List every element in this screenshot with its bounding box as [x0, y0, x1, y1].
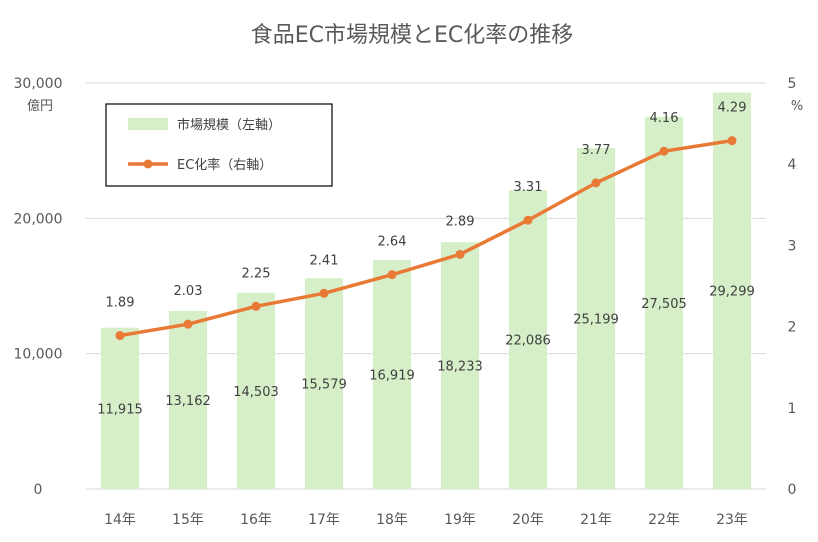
- chart-title: 食品EC市場規模とEC化率の推移: [251, 23, 574, 48]
- x-tick-label: 16年: [240, 512, 272, 528]
- right-tick-label: 1: [788, 401, 797, 417]
- line-data-label: 4.29: [718, 101, 747, 116]
- left-tick-label: 0: [34, 482, 43, 498]
- line-point: [183, 319, 193, 329]
- left-tick-label: 10,000: [14, 347, 63, 363]
- x-tick-label: 17年: [308, 512, 340, 528]
- bar-data-label: 27,505: [641, 297, 687, 312]
- line-point: [727, 136, 737, 146]
- bar: [509, 190, 547, 490]
- right-axis-unit: %: [791, 99, 803, 114]
- x-tick-label: 15年: [172, 512, 204, 528]
- x-tick-label: 19年: [444, 512, 476, 528]
- bar-data-label: 29,299: [709, 285, 755, 300]
- x-axis: 14年 15年 16年 17年 18年 19年 20年 21年 22年 23年: [104, 512, 748, 528]
- bar: [305, 278, 343, 489]
- line-data-label: 1.89: [106, 296, 135, 311]
- right-tick-label: 4: [788, 157, 797, 173]
- bar-data-label: 15,579: [301, 378, 347, 393]
- x-tick-label: 23年: [716, 512, 748, 528]
- right-tick-label: 0: [788, 482, 797, 498]
- right-tick-label: 3: [788, 238, 797, 254]
- x-tick-label: 20年: [512, 512, 544, 528]
- legend-box: [105, 103, 333, 187]
- line-point: [455, 249, 465, 259]
- line-data-label: 2.89: [446, 214, 475, 229]
- bar: [101, 327, 139, 489]
- x-tick-label: 21年: [580, 512, 612, 528]
- line-point: [319, 288, 329, 298]
- right-tick-label: 2: [788, 320, 797, 336]
- line-data-labels: 1.89 2.03 2.25 2.41 2.64 2.89 3.31 3.77 4.16 4.29: [106, 101, 747, 311]
- right-tick-label: 5: [788, 76, 797, 92]
- line-data-label: 2.41: [310, 253, 339, 268]
- x-tick-label: 18年: [376, 512, 408, 528]
- x-tick-label: 22年: [648, 512, 680, 528]
- bar-data-label: 16,919: [369, 369, 415, 384]
- bar-data-label: 11,915: [97, 402, 143, 417]
- line-point: [387, 270, 397, 280]
- line-point: [523, 215, 533, 225]
- legend-swatch-point: [143, 159, 153, 169]
- bar: [577, 147, 615, 490]
- bar-data-labels: 11,915 13,162 14,503 15,579 16,919 18,233 22,0…: [97, 285, 755, 418]
- bar-series: [101, 92, 751, 490]
- line-data-label: 2.03: [174, 284, 203, 299]
- bar: [713, 92, 751, 489]
- legend-label-line: EC化率（右軸）: [177, 157, 272, 173]
- legend: 市場規模（左軸） EC化率（右軸）: [105, 103, 333, 187]
- bar: [373, 260, 411, 489]
- left-axis: 0 10,000 20,000 30,000: [14, 76, 63, 498]
- bar-data-label: 22,086: [505, 334, 551, 349]
- bar-data-label: 14,503: [233, 385, 279, 400]
- bar: [169, 310, 207, 489]
- bar: [645, 116, 683, 490]
- line-data-label: 2.25: [242, 266, 271, 281]
- legend-label-bar: 市場規模（左軸）: [177, 117, 281, 133]
- bar-data-label: 25,199: [573, 312, 619, 327]
- line-data-label: 3.77: [582, 143, 611, 158]
- left-tick-label: 30,000: [14, 76, 63, 92]
- ec-rate-line: [119, 138, 733, 338]
- line-data-label: 3.31: [514, 180, 543, 195]
- bar-data-label: 13,162: [165, 394, 211, 409]
- right-axis: 0 1 2 3 4 5: [788, 76, 797, 498]
- left-tick-label: 20,000: [14, 211, 63, 227]
- line-point: [115, 331, 125, 341]
- bar: [441, 242, 479, 489]
- line-point: [591, 178, 601, 188]
- line-data-label: 4.16: [650, 111, 679, 126]
- legend-swatch-bar: [128, 118, 168, 130]
- line-data-label: 2.64: [378, 235, 407, 250]
- line-point: [659, 146, 669, 156]
- bar-data-label: 18,233: [437, 360, 483, 375]
- left-axis-unit: 億円: [27, 98, 53, 114]
- bar: [237, 292, 275, 489]
- x-tick-label: 14年: [104, 512, 136, 528]
- line-series: [115, 136, 737, 341]
- line-point: [251, 301, 261, 311]
